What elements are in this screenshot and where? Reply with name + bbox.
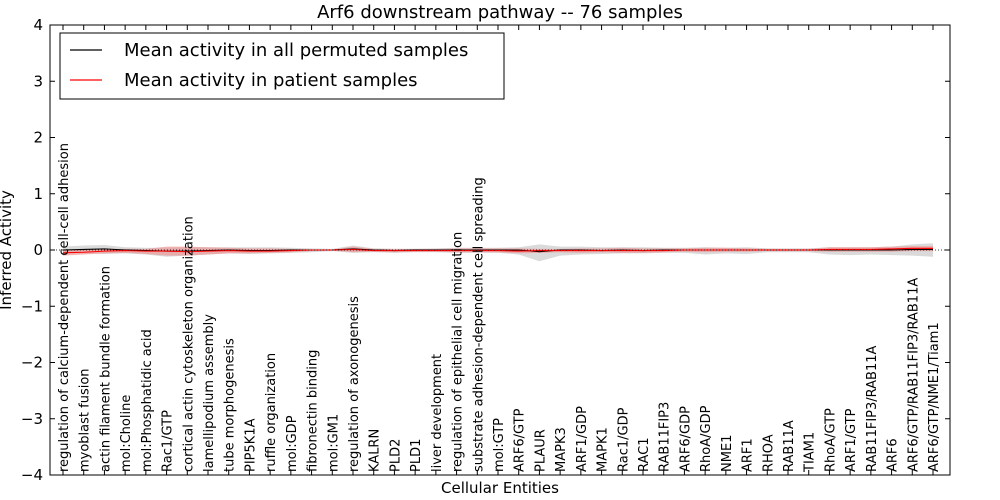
y-tick-label: 3	[33, 72, 43, 90]
x-tick-label: mol:Choline	[119, 395, 134, 472]
x-tick-label: TIAM1	[803, 432, 818, 473]
y-axis-label: Inferred Activity	[0, 190, 15, 310]
x-tick-label: ARF6/GDP	[678, 406, 693, 472]
x-tick-label: Rac1/GDP	[616, 407, 631, 472]
x-tick-label: regulation of calcium-dependent cell-cel…	[57, 143, 72, 472]
legend-label-permuted: Mean activity in all permuted samples	[124, 40, 468, 61]
legend-box	[59, 32, 505, 100]
x-tick-label: actin filament bundle formation	[98, 266, 113, 472]
x-tick-label: mol:GM1	[326, 414, 341, 472]
x-tick-label: lamellipodium assembly	[202, 314, 217, 472]
x-tick-label: PLD2	[388, 439, 403, 472]
y-tick-label: 1	[33, 185, 43, 203]
x-tick-label: RAC1	[637, 437, 652, 472]
x-tick-label: RhoA/GDP	[699, 405, 714, 472]
x-tick-labels: regulation of calcium-dependent cell-cel…	[57, 143, 942, 473]
x-tick-label: RAB11A	[782, 420, 797, 472]
x-tick-label: KALRN	[368, 429, 383, 472]
legend: Mean activity in all permuted samples Me…	[59, 32, 505, 100]
x-tick-label: regulation of axonogenesis	[347, 296, 362, 472]
x-tick-label: MAPK3	[554, 427, 569, 472]
x-tick-label: regulation of epithelial cell migration	[451, 232, 466, 472]
x-tick-label: substrate adhesion-dependent cell spread…	[471, 177, 486, 472]
axes: 4 3 2 1 0 −1 −2 −3 −4	[21, 16, 950, 484]
x-tick-label: ARF1/GDP	[575, 406, 590, 472]
x-tick-label: myoblast fusion	[78, 368, 93, 472]
y-tick-label: −3	[21, 410, 43, 428]
x-tick-label: RAB11FIP3/RAB11A	[865, 345, 880, 472]
x-tick-label: mol:GDP	[285, 415, 300, 472]
legend-label-patient: Mean activity in patient samples	[124, 70, 418, 91]
plot-frame	[49, 24, 951, 476]
x-tick-label: Rac1/GTP	[161, 410, 176, 472]
x-tick-label: RHOA	[761, 434, 776, 472]
y-tick-label: 2	[33, 129, 43, 147]
x-tick-label: PIP5K1A	[243, 418, 258, 472]
x-tick-label: cortical actin cytoskeleton organization	[181, 216, 196, 472]
x-tick-label: ARF6	[886, 438, 901, 472]
x-axis-label: Cellular Entities	[441, 479, 559, 497]
x-tick-label: PLAUR	[533, 429, 548, 472]
x-tick-label: tube morphogenesis	[223, 338, 238, 472]
y-tick-label: −4	[21, 466, 43, 484]
x-tick-label: NME1	[720, 435, 735, 472]
x-tick-label: ARF1	[741, 438, 756, 472]
x-tick-label: PLD1	[409, 439, 424, 472]
x-tick-label: MAPK1	[596, 427, 611, 472]
y-tick-label: −1	[21, 297, 43, 315]
y-tick-label: −2	[21, 354, 43, 372]
x-tick-label: mol:GTP	[492, 418, 507, 472]
x-tick-label: ARF1/GTP	[844, 408, 859, 472]
x-tick-label: RAB11FIP3	[658, 402, 673, 472]
y-tick-label: 4	[33, 16, 43, 34]
x-tick-label: ARF6/GTP/RAB11FIP3/RAB11A	[906, 278, 921, 472]
chart-title: Arf6 downstream pathway -- 76 samples	[317, 2, 683, 23]
x-tick-label: fibronectin binding	[306, 350, 321, 472]
x-tick-label: ARF6/GTP/NME1/Tiam1	[927, 322, 942, 472]
x-tick-label: RhoA/GTP	[823, 408, 838, 472]
y-tick-label: 0	[33, 241, 43, 259]
x-tick-label: liver development	[430, 354, 445, 472]
x-tick-label: ruffle organization	[264, 353, 279, 472]
x-tick-label: mol:Phosphatidic acid	[140, 329, 155, 472]
x-tick-label: ARF6/GTP	[513, 408, 528, 472]
